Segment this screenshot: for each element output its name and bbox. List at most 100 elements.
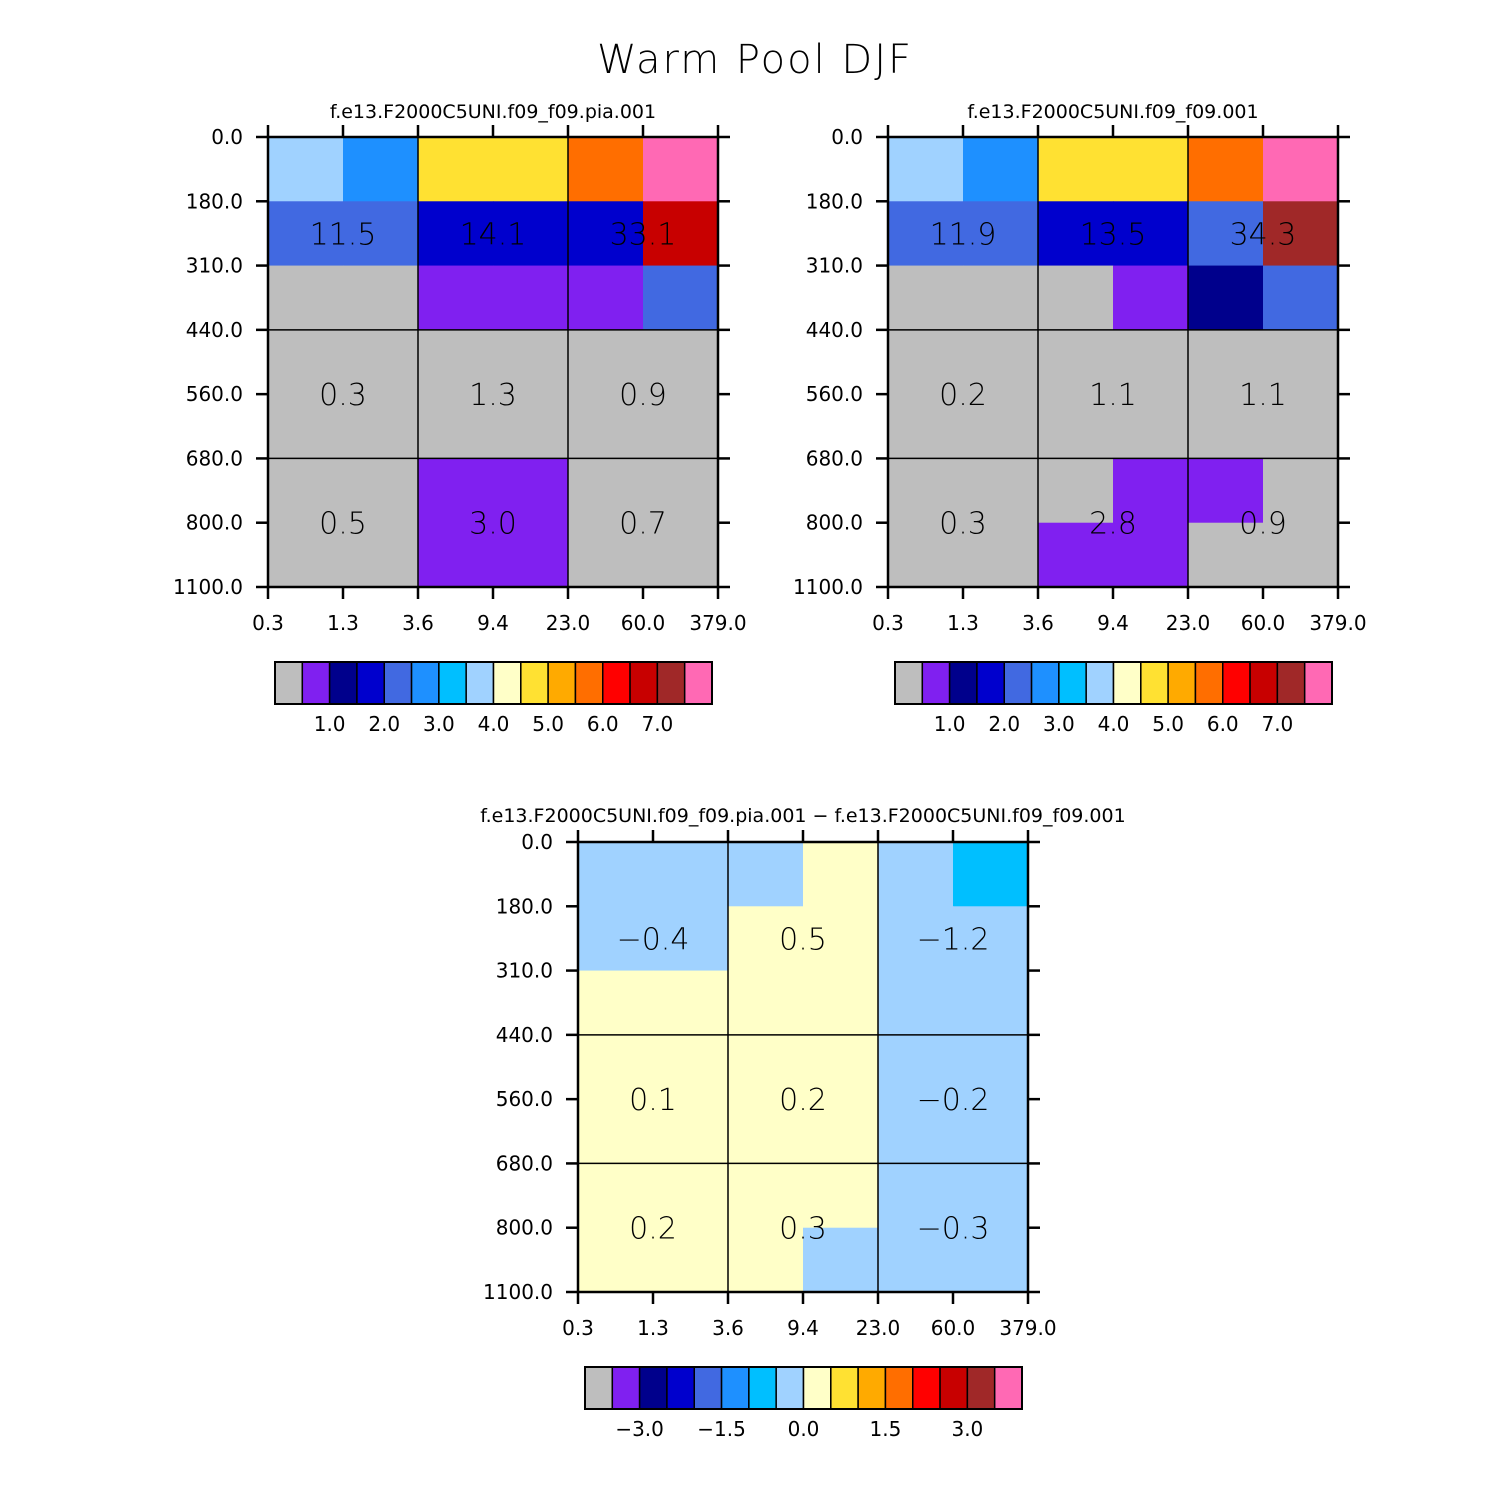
x-tick-label: 3.6 (1022, 611, 1054, 635)
heatmap-cell (268, 265, 344, 331)
heatmap-cell (343, 394, 419, 459)
colorbar-swatch (830, 1366, 859, 1410)
box-value-label: 14.1 (460, 217, 527, 252)
colorbar-swatch (966, 1366, 996, 1410)
heatmap-cell (643, 201, 719, 267)
heatmap-cell (578, 906, 654, 972)
heatmap-cell (343, 265, 419, 331)
colorbar-swatch (492, 661, 522, 705)
heatmap-cell (268, 394, 344, 459)
colorbar-swatch (683, 661, 713, 705)
heatmap-cell (1188, 201, 1264, 267)
y-tick-label: 800.0 (496, 1216, 553, 1240)
heatmap-cell (643, 522, 719, 588)
x-tick-label: 0.3 (252, 611, 284, 635)
x-tick-label: 379.0 (999, 1316, 1056, 1340)
box-value-label: 0.5 (779, 922, 827, 957)
colorbar-swatch (1194, 661, 1224, 705)
colorbar-swatch (638, 1366, 668, 1410)
heatmap-cell (953, 1099, 1029, 1164)
heatmap-cell (963, 394, 1039, 459)
heatmap-cell (878, 842, 954, 907)
y-tick-label: 310.0 (186, 254, 243, 278)
heatmap-cell (343, 522, 419, 588)
heatmap-cell (803, 842, 879, 907)
heatmap-cell (1263, 394, 1339, 459)
heatmap-cell (878, 906, 954, 972)
heatmap-cell (578, 1163, 654, 1229)
heatmap-cell (343, 329, 419, 395)
colorbar-frame (274, 661, 713, 705)
heatmap-cell (643, 265, 719, 331)
y-tick-label: 440.0 (806, 318, 863, 342)
heatmap-cell (963, 329, 1039, 395)
heatmap-cell (953, 842, 1029, 907)
heatmap-cell (953, 906, 1029, 972)
colorbar-swatch (611, 1366, 641, 1410)
heatmap-cell (728, 1227, 804, 1293)
colorbar-swatch (383, 661, 413, 705)
colorbar-swatch (547, 661, 577, 705)
y-tick-label: 310.0 (806, 254, 863, 278)
colorbar-tick-label: 5.0 (1152, 712, 1184, 736)
heatmap-cell (578, 1034, 654, 1100)
colorbar-swatch (1003, 661, 1033, 705)
colorbar-swatch (1167, 661, 1197, 705)
heatmap-cell (568, 137, 644, 202)
colorbar-swatch (748, 1366, 777, 1410)
heatmap-cell (953, 1163, 1029, 1229)
colorbar-swatch (1058, 661, 1087, 705)
colorbar-swatch (666, 1366, 695, 1410)
heatmap-cell (728, 842, 804, 907)
colorbar-tick-label: 3.0 (951, 1417, 983, 1441)
y-tick-label: 800.0 (806, 511, 863, 535)
heatmap-cell (418, 265, 494, 331)
heatmap-cell (418, 458, 494, 524)
heatmap-cell (953, 1034, 1029, 1100)
x-tick-label: 0.3 (872, 611, 904, 635)
colorbar-swatch (465, 661, 495, 705)
heatmap-cell (878, 970, 954, 1036)
heatmap-cell (643, 137, 719, 202)
x-tick-label: 1.3 (947, 611, 979, 635)
y-tick-label: 560.0 (806, 382, 863, 406)
colorbar-swatch (993, 1366, 1023, 1410)
colorbar-tick-label: 4.0 (478, 712, 510, 736)
y-tick-label: 0.0 (211, 125, 243, 149)
heatmap-cell (1038, 201, 1114, 267)
heatmap-cell (418, 394, 494, 459)
y-tick-label: 1100.0 (173, 575, 243, 599)
colorbar-swatch (894, 661, 924, 705)
heatmap-cell (1263, 201, 1339, 267)
heatmap-cell (493, 522, 569, 588)
heatmap-cell (1188, 522, 1264, 588)
colorbar-swatch (584, 1366, 614, 1410)
heatmap-cell (1113, 522, 1189, 588)
colorbar-tick-label: 6.0 (1207, 712, 1239, 736)
heatmap-cell (578, 842, 654, 907)
heatmap-cell (653, 906, 729, 972)
x-tick-label: 60.0 (1241, 611, 1286, 635)
y-tick-label: 680.0 (186, 446, 243, 470)
heatmap-cell (493, 329, 569, 395)
heatmap-cell (1038, 394, 1114, 459)
heatmap-cell (963, 201, 1039, 267)
heatmap-cell (888, 329, 964, 395)
heatmap-cell (953, 970, 1029, 1036)
box-value-label: 0.3 (319, 378, 367, 413)
y-tick-label: 180.0 (496, 894, 553, 918)
box-value-label: 0.1 (629, 1083, 677, 1118)
colorbar-swatch (884, 1366, 914, 1410)
panel-2: f.e13.F2000C5UNI.f09_f09.001 11.9 13.5 34.3… (793, 101, 1367, 736)
colorbar-swatch (602, 661, 631, 705)
colorbar-swatch (274, 661, 304, 705)
heatmap-cell (343, 458, 419, 524)
box-value-label: 13.5 (1080, 217, 1147, 252)
colorbar-swatch (976, 661, 1005, 705)
colorbar-swatch (1222, 661, 1251, 705)
colorbar-swatch (328, 661, 358, 705)
heatmap-cell (728, 1163, 804, 1229)
colorbar-tick-label: 5.0 (532, 712, 564, 736)
heatmap-cell (803, 1034, 879, 1100)
heatmap-cell (653, 1163, 729, 1229)
